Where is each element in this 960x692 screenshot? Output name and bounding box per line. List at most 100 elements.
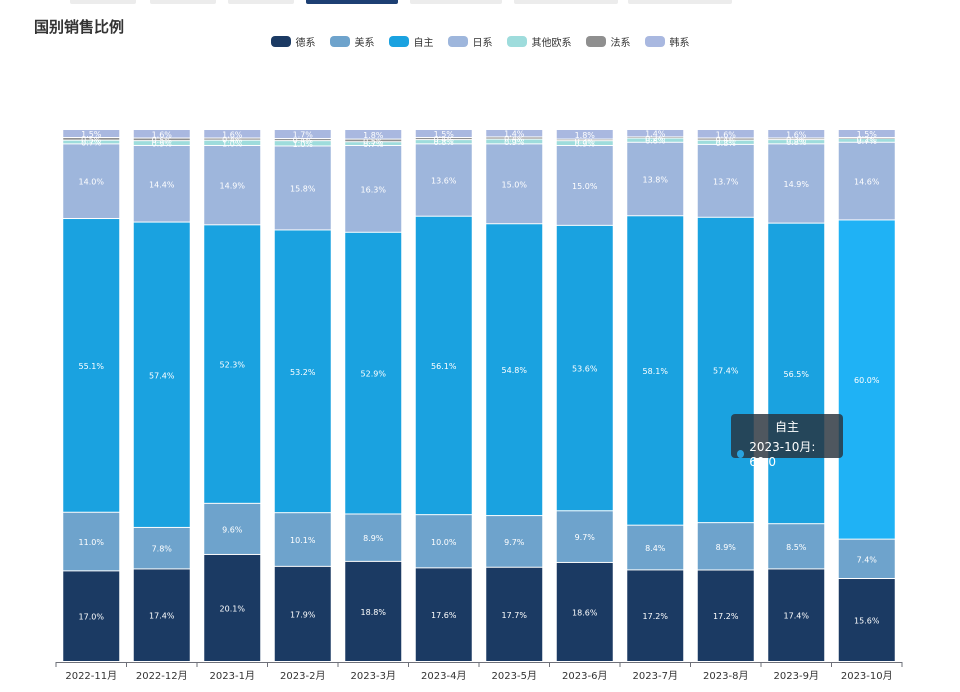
legend-item[interactable]: 韩系 <box>644 34 690 49</box>
bar-segment[interactable] <box>274 141 331 146</box>
bar-segment[interactable] <box>697 130 754 138</box>
bar-segment[interactable] <box>838 539 895 579</box>
bar-segment[interactable] <box>486 567 543 661</box>
bar-segment[interactable] <box>556 139 613 141</box>
bar-segment[interactable] <box>345 130 402 139</box>
bar-segment[interactable] <box>133 569 190 661</box>
bar-segment[interactable] <box>345 145 402 232</box>
bar-segment[interactable] <box>768 140 825 144</box>
bar-segment[interactable] <box>63 140 120 144</box>
bar-segment[interactable] <box>204 225 261 503</box>
bar-segment[interactable] <box>627 525 684 570</box>
bar-segment[interactable] <box>768 138 825 140</box>
bar-segment[interactable] <box>415 130 472 137</box>
bar-segment[interactable] <box>415 515 472 568</box>
bar-segment[interactable] <box>768 144 825 223</box>
bar-segment[interactable] <box>838 130 895 137</box>
tab-3[interactable] <box>228 0 294 4</box>
legend-item[interactable]: 其他欧系 <box>506 34 572 49</box>
bar-segment[interactable] <box>697 570 754 661</box>
bar-segment[interactable] <box>556 130 613 139</box>
bar-segment[interactable] <box>274 130 331 139</box>
bar-segment[interactable] <box>204 138 261 140</box>
bar-segment[interactable] <box>838 142 895 220</box>
bar-segment[interactable] <box>415 216 472 515</box>
bar-segment[interactable] <box>697 144 754 217</box>
bar-segment[interactable] <box>415 568 472 661</box>
bar-segment[interactable] <box>838 579 895 661</box>
bar-segment[interactable] <box>345 232 402 514</box>
bar-segment[interactable] <box>63 571 120 661</box>
bar-segment[interactable] <box>556 141 613 145</box>
bar-segment[interactable] <box>345 139 402 142</box>
bar-segment[interactable] <box>486 144 543 224</box>
bar-segment[interactable] <box>486 224 543 516</box>
bar-segment[interactable] <box>415 144 472 216</box>
bar-segment[interactable] <box>697 140 754 144</box>
bar-segment[interactable] <box>486 137 543 139</box>
bar-segment[interactable] <box>627 570 684 661</box>
tab-7[interactable] <box>628 0 732 4</box>
bar-segment[interactable] <box>627 216 684 525</box>
bar-segment[interactable] <box>133 141 190 145</box>
tab-active[interactable] <box>306 0 398 4</box>
legend-item[interactable]: 法系 <box>585 34 631 49</box>
bar-segment[interactable] <box>556 511 613 562</box>
tab-1[interactable] <box>70 0 136 4</box>
bar-segment[interactable] <box>768 130 825 138</box>
bar-segment[interactable] <box>274 230 331 513</box>
bar-segment[interactable] <box>838 139 895 142</box>
bar-segment[interactable] <box>486 139 543 144</box>
bar-segment[interactable] <box>345 142 402 145</box>
bar-segment[interactable] <box>697 138 754 140</box>
bar-segment[interactable] <box>345 561 402 661</box>
bar-segment[interactable] <box>486 516 543 567</box>
bar-segment[interactable] <box>204 554 261 661</box>
tab-6[interactable] <box>514 0 618 4</box>
bar-segment[interactable] <box>204 130 261 138</box>
bar-segment[interactable] <box>627 142 684 216</box>
bar-segment[interactable] <box>63 512 120 571</box>
bar-segment[interactable] <box>274 146 331 230</box>
bar-segment[interactable] <box>133 222 190 527</box>
legend-item[interactable]: 德系 <box>270 34 316 49</box>
bar-segment[interactable] <box>697 217 754 523</box>
bar-segment[interactable] <box>768 524 825 569</box>
legend-swatch <box>270 36 291 47</box>
bar-segment[interactable] <box>133 145 190 222</box>
legend-item[interactable]: 日系 <box>447 34 493 49</box>
bar-segment[interactable] <box>838 137 895 139</box>
bar-segment[interactable] <box>204 140 261 145</box>
bar-segment[interactable] <box>133 130 190 138</box>
bar-segment[interactable] <box>556 562 613 661</box>
bar-segment[interactable] <box>627 138 684 142</box>
bar-segment[interactable] <box>486 130 543 137</box>
bar-segment[interactable] <box>556 225 613 511</box>
bar-segment[interactable] <box>204 145 261 225</box>
bar-segment[interactable] <box>838 220 895 539</box>
legend-item[interactable]: 美系 <box>329 34 375 49</box>
bar-segment[interactable] <box>63 137 120 140</box>
bar-segment[interactable] <box>133 527 190 569</box>
bar-segment[interactable] <box>556 145 613 225</box>
bar-segment[interactable] <box>274 513 331 566</box>
bar-segment[interactable] <box>274 139 331 141</box>
bar-segment[interactable] <box>204 503 261 554</box>
bar-segment[interactable] <box>415 140 472 144</box>
bar-segment[interactable] <box>415 137 472 140</box>
bar-segment[interactable] <box>63 219 120 512</box>
bar-segment[interactable] <box>697 523 754 570</box>
bar-segment[interactable] <box>768 223 825 524</box>
bar-segment[interactable] <box>274 566 331 661</box>
bar-segment[interactable] <box>345 514 402 561</box>
bar-segment[interactable] <box>63 144 120 219</box>
bar-segment[interactable] <box>627 130 684 137</box>
legend-item[interactable]: 自主 <box>388 34 434 49</box>
bar-segment[interactable] <box>133 138 190 141</box>
tab-2[interactable] <box>150 0 216 4</box>
data-label: 8.9% <box>363 534 384 543</box>
bar-segment[interactable] <box>627 137 684 138</box>
tab-5[interactable] <box>410 0 502 4</box>
bar-segment[interactable] <box>768 569 825 661</box>
bar-segment[interactable] <box>63 130 120 137</box>
